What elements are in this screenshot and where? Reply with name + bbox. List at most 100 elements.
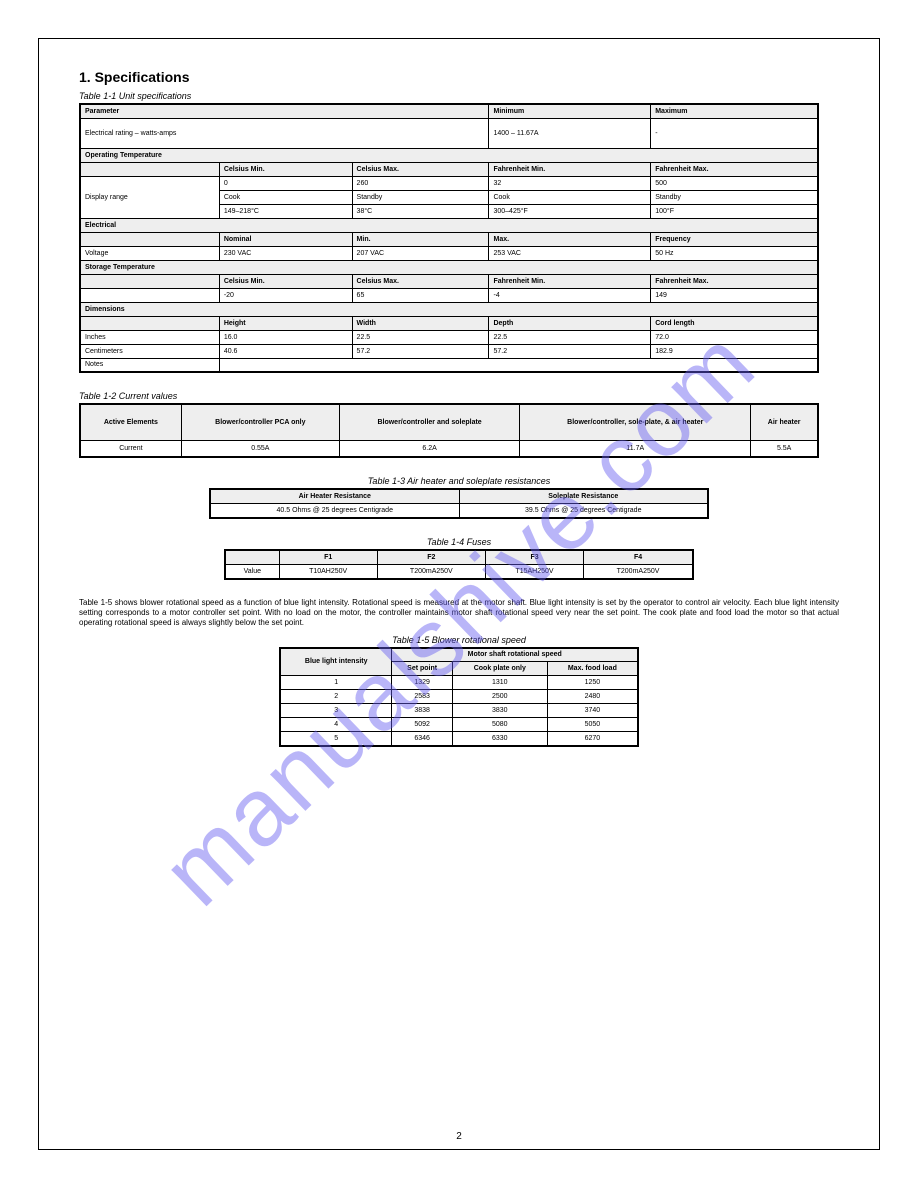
cell: -4 xyxy=(489,288,651,302)
cell: 182.9 xyxy=(651,344,818,358)
cell xyxy=(80,274,219,288)
cell: Standby xyxy=(651,190,818,204)
cell xyxy=(219,358,818,372)
cell: Blower/controller, sole-plate, & air hea… xyxy=(520,404,751,440)
cell: 0 xyxy=(219,176,352,190)
table1-caption: Table 1-1 Unit specifications xyxy=(79,91,839,101)
cell: 230 VAC xyxy=(219,246,352,260)
cell: 22.5 xyxy=(352,330,489,344)
cell: Blue light intensity xyxy=(280,648,392,676)
cell: Notes xyxy=(80,358,219,372)
cell: Centimeters xyxy=(80,344,219,358)
cell: 500 xyxy=(651,176,818,190)
cell: Set point xyxy=(392,662,452,676)
cell xyxy=(80,288,219,302)
cell: 40.5 Ohms @ 25 degrees Centigrade xyxy=(210,503,459,518)
table5-caption: Table 1-5 Blower rotational speed xyxy=(79,635,839,645)
cell: 40.6 xyxy=(219,344,352,358)
cell xyxy=(80,232,219,246)
cell: Fahrenheit Min. xyxy=(489,162,651,176)
cell: Motor shaft rotational speed xyxy=(392,648,638,662)
cell: Current xyxy=(80,440,181,457)
page-number: 2 xyxy=(456,1131,462,1142)
cell: Fahrenheit Min. xyxy=(489,274,651,288)
cell: Value xyxy=(225,564,279,579)
cell: T200mA250V xyxy=(377,564,485,579)
cell: 3830 xyxy=(452,704,547,718)
cell: T200mA250V xyxy=(584,564,693,579)
cell: 149 xyxy=(651,288,818,302)
electrical-rating-label: Electrical rating – watts-amps xyxy=(80,118,489,148)
cell: Cook xyxy=(489,190,651,204)
cell: 5080 xyxy=(452,718,547,732)
cell: Blower/controller PCA only xyxy=(181,404,339,440)
cell: 260 xyxy=(352,176,489,190)
cell: 253 VAC xyxy=(489,246,651,260)
electrical-rating-max: - xyxy=(651,118,818,148)
cell: 65 xyxy=(352,288,489,302)
cell: 5050 xyxy=(547,718,638,732)
cell: Cook plate only xyxy=(452,662,547,676)
cell: 3740 xyxy=(547,704,638,718)
cell: Nominal xyxy=(219,232,352,246)
col-min: Minimum xyxy=(489,104,651,118)
cell: Air heater xyxy=(751,404,818,440)
cell: -20 xyxy=(219,288,352,302)
cell: Active Elements xyxy=(80,404,181,440)
cell: F2 xyxy=(377,550,485,565)
blower-speed-table: Blue light intensity Motor shaft rotatio… xyxy=(279,647,639,747)
storage-header: Storage Temperature xyxy=(80,260,818,274)
cell: Voltage xyxy=(80,246,219,260)
page-title: 1. Specifications xyxy=(79,69,839,85)
cell: 300–425°F xyxy=(489,204,651,218)
cell: 6346 xyxy=(392,732,452,746)
cell: F3 xyxy=(485,550,583,565)
cell: Inches xyxy=(80,330,219,344)
cell: 6.2A xyxy=(339,440,519,457)
cell: F4 xyxy=(584,550,693,565)
cell: 100°F xyxy=(651,204,818,218)
cell: 149–218°C xyxy=(219,204,352,218)
cell: 3 xyxy=(280,704,392,718)
cell: 57.2 xyxy=(489,344,651,358)
cell: 1310 xyxy=(452,676,547,690)
cell: Min. xyxy=(352,232,489,246)
cell: Max. food load xyxy=(547,662,638,676)
op-temp-header: Operating Temperature xyxy=(80,148,818,162)
cell: Celsius Min. xyxy=(219,274,352,288)
cell: 6330 xyxy=(452,732,547,746)
cell: 3838 xyxy=(392,704,452,718)
cell: 4 xyxy=(280,718,392,732)
cell: Max. xyxy=(489,232,651,246)
cell: T15AH250V xyxy=(485,564,583,579)
dim-header: Dimensions xyxy=(80,302,818,316)
col-parameter: Parameter xyxy=(80,104,489,118)
table4-caption: Table 1-4 Fuses xyxy=(79,537,839,547)
cell: 2500 xyxy=(452,690,547,704)
cell: 207 VAC xyxy=(352,246,489,260)
cell: 50 Hz xyxy=(651,246,818,260)
cell: F1 xyxy=(279,550,377,565)
cell: 1250 xyxy=(547,676,638,690)
cell: 1 xyxy=(280,676,392,690)
cell: Air Heater Resistance xyxy=(210,489,459,504)
cell xyxy=(225,550,279,565)
elec-header: Electrical xyxy=(80,218,818,232)
cell: 22.5 xyxy=(489,330,651,344)
cell: 2 xyxy=(280,690,392,704)
cell: 2480 xyxy=(547,690,638,704)
cell: Cook xyxy=(219,190,352,204)
cell: Celsius Min. xyxy=(219,162,352,176)
cell: Cord length xyxy=(651,316,818,330)
cell: Display range xyxy=(80,176,219,218)
cell: Standby xyxy=(352,190,489,204)
cell: Frequency xyxy=(651,232,818,246)
cell: Depth xyxy=(489,316,651,330)
cell: Celsius Max. xyxy=(352,162,489,176)
cell: Height xyxy=(219,316,352,330)
cell: 5 xyxy=(280,732,392,746)
cell: Fahrenheit Max. xyxy=(651,274,818,288)
cell: 2583 xyxy=(392,690,452,704)
cell: 16.0 xyxy=(219,330,352,344)
cell: 38°C xyxy=(352,204,489,218)
